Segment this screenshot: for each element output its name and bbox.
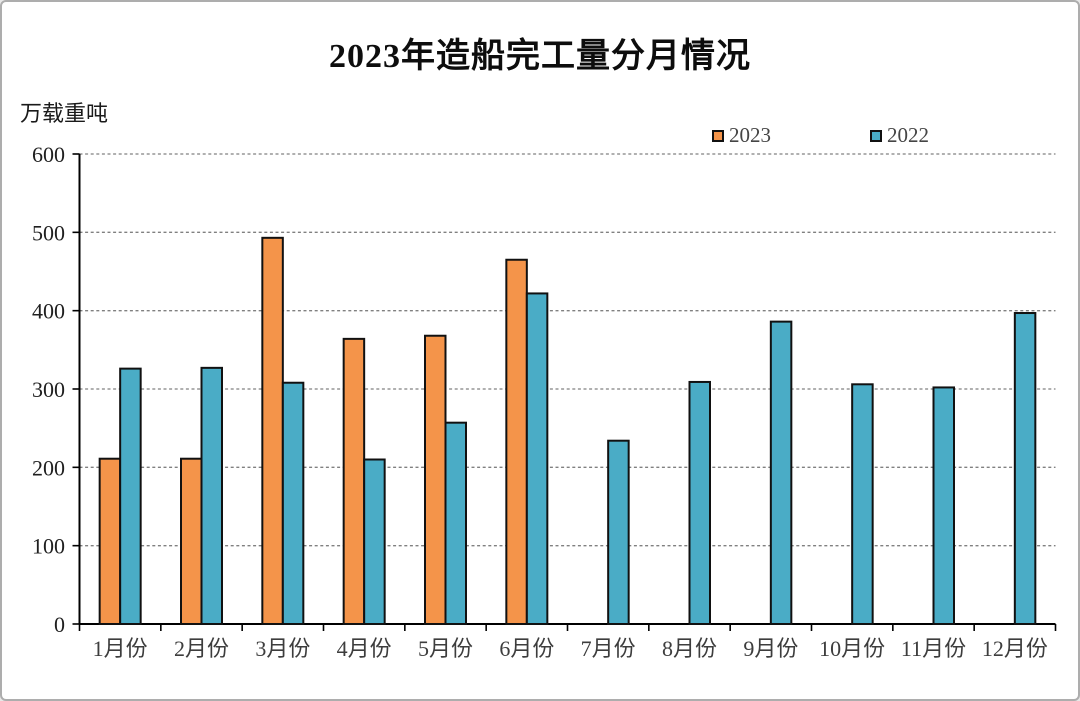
bar-2022 <box>932 386 955 625</box>
y-axis-unit-label: 万载重吨 <box>20 101 109 126</box>
y-tick-label: 100 <box>32 534 65 559</box>
x-category-label: 10月份 <box>819 636 885 661</box>
bar-2023 <box>424 334 447 625</box>
chart-title: 2023年造船完工量分月情况 <box>329 38 751 75</box>
bar-2022 <box>607 439 630 626</box>
legend-item-2023: 2023 <box>712 125 771 146</box>
bar-2022 <box>444 421 467 625</box>
y-tick-label: 300 <box>32 377 65 402</box>
x-category-label: 5月份 <box>418 636 473 661</box>
bar-2022 <box>769 320 793 625</box>
x-category-label: 6月份 <box>499 636 554 661</box>
x-category-label: 1月份 <box>93 636 148 661</box>
y-tick-label: 200 <box>32 455 65 480</box>
y-tick-label: 600 <box>32 142 65 167</box>
x-category-label: 3月份 <box>255 636 310 661</box>
bar-2022 <box>851 383 874 625</box>
bar-2022 <box>200 366 223 625</box>
y-tick-label: 400 <box>32 299 65 324</box>
bar-2022 <box>525 292 549 625</box>
x-category-label: 9月份 <box>743 636 798 661</box>
legend-marker-2022-icon <box>870 129 882 142</box>
x-category-label: 11月份 <box>901 636 966 661</box>
bar-2022 <box>1013 312 1037 625</box>
x-category-label: 7月份 <box>581 636 636 661</box>
bar-2023 <box>180 457 203 626</box>
y-tick-label: 0 <box>54 612 65 637</box>
legend-marker-2023-icon <box>712 129 724 142</box>
y-tick-label: 500 <box>32 220 65 245</box>
x-category-label: 4月份 <box>337 636 392 661</box>
x-category-label: 12月份 <box>982 636 1048 661</box>
bar-2022 <box>281 381 305 625</box>
bar-2023 <box>98 457 122 626</box>
bar-2022 <box>688 380 711 626</box>
bar-2023 <box>342 337 366 625</box>
bar-2023 <box>505 258 528 625</box>
legend-item-2022: 2022 <box>870 125 929 146</box>
bar-2022 <box>363 458 386 625</box>
x-category-label: 2月份 <box>174 636 229 661</box>
legend: 2023 2022 <box>712 125 929 146</box>
bar-2022 <box>119 367 142 625</box>
bar-2023 <box>261 236 284 625</box>
x-category-label: 8月份 <box>662 636 717 661</box>
legend-label-2023: 2023 <box>729 123 771 147</box>
legend-label-2022: 2022 <box>887 123 929 147</box>
